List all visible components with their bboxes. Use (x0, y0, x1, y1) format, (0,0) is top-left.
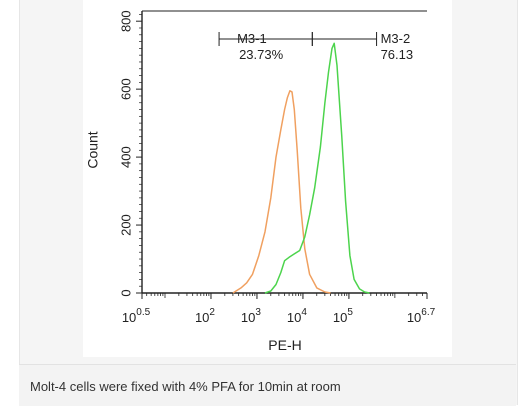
x-tick-label: 106.7 (407, 307, 436, 325)
y-tick-label: 0 (118, 289, 133, 296)
gate-2-percent: 76.13 (381, 47, 414, 62)
histogram-series-2 (264, 42, 370, 294)
figure-panel: 100.5 102 103 104 105 106.7 0 200 400 600 800 Count… (83, 0, 452, 357)
y-tick-label: 600 (118, 78, 133, 100)
histogram-chart: 100.5 102 103 104 105 106.7 0 200 400 600 800 Count… (85, 10, 436, 353)
gate-2-name: M3-2 (381, 31, 411, 46)
x-tick-label: 104 (287, 307, 307, 325)
y-tick-label: 800 (118, 10, 133, 32)
y-tick-label: 400 (118, 146, 133, 168)
y-axis-label: Count (85, 131, 101, 168)
y-tick-label: 200 (118, 214, 133, 236)
x-tick-label: 102 (195, 307, 215, 325)
caption-bar (19, 364, 516, 406)
x-axis-label: PE-H (268, 337, 301, 353)
histogram-series-1 (232, 90, 331, 294)
figure-caption: Molt-4 cells were fixed with 4% PFA for … (30, 379, 341, 394)
x-tick-label: 103 (241, 307, 261, 325)
gate-1-percent: 23.73% (239, 47, 284, 62)
x-tick-label: 105 (333, 307, 353, 325)
gate-1-name: M3-1 (237, 31, 267, 46)
x-tick-label: 100.5 (122, 307, 151, 325)
